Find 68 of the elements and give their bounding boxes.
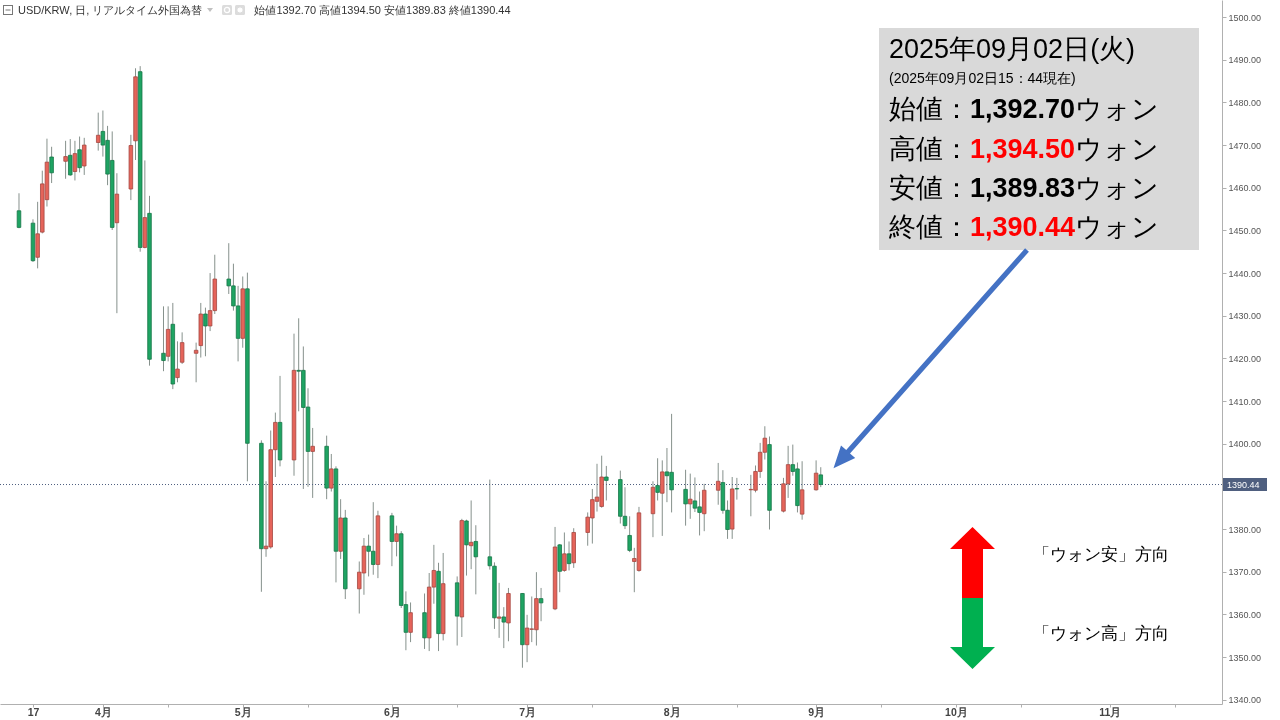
- y-tick-label: 1400.00: [1228, 439, 1262, 450]
- candlestick: [562, 531, 567, 573]
- y-tick-label: 1480.00: [1228, 97, 1262, 108]
- annotation: 高値：1,394.50ウォン: [889, 134, 1160, 164]
- ref-line-label: 1390.44: [1227, 479, 1260, 490]
- candlestick: [496, 582, 502, 639]
- candlestick: [683, 469, 688, 527]
- x-tick-label: 9月: [808, 705, 826, 718]
- candlestick: [627, 515, 632, 553]
- y-tick-label: 1350.00: [1228, 652, 1262, 663]
- candlestick: [63, 140, 68, 180]
- x-tick-label: 4月: [94, 705, 112, 718]
- x-tick-label: 8月: [663, 705, 681, 718]
- y-tick-label: 1430.00: [1228, 311, 1262, 322]
- x-tick-label: 7月: [519, 705, 537, 718]
- annotation: 終値：1,390.44ウォン: [889, 212, 1160, 242]
- candlestick: [175, 340, 180, 383]
- y-tick-label: 1490.00: [1228, 55, 1262, 66]
- y-tick-label: 1410.00: [1228, 396, 1262, 407]
- y-tick-label: 1340.00: [1228, 695, 1262, 706]
- candlestick: [16, 192, 22, 229]
- candlestick: [203, 307, 208, 357]
- chart-subtitle: 始値1392.70 高値1394.50 安値1389.83 終値1390.44: [254, 2, 511, 18]
- y-tick-label: 1420.00: [1228, 353, 1262, 364]
- y-tick-label: 1360.00: [1228, 609, 1262, 620]
- candlestick: [161, 305, 166, 372]
- candlestick: [329, 453, 334, 493]
- y-tick-label: 1460.00: [1228, 183, 1262, 194]
- annotation: 始値：1,392.70ウォン: [889, 94, 1160, 124]
- y-tick-label: 1450.00: [1228, 225, 1262, 236]
- candlestick: [82, 137, 87, 176]
- candlestick: [734, 477, 740, 501]
- x-tick-label: 11月: [1099, 705, 1122, 718]
- candlestick: [664, 447, 670, 503]
- x-tick-label: 5月: [234, 705, 252, 718]
- x-tick-label: 10月: [945, 705, 968, 718]
- annotation: (2025年09月02日15：44現在): [889, 70, 1076, 87]
- annotation: 「ウォン安」方向: [1033, 545, 1169, 566]
- candlestick: [408, 601, 413, 643]
- candlestick: [566, 540, 572, 571]
- annotation: 2025年09月02日(火): [889, 33, 1136, 66]
- candlestick: [604, 465, 609, 501]
- candlestick: [688, 473, 693, 520]
- x-tick-label: 6月: [383, 705, 401, 718]
- candlestick: [72, 140, 78, 181]
- chart-title: USD/KRW, 日, リアルタイム外国為替: [18, 2, 203, 18]
- candlestick: [68, 138, 73, 177]
- candlestick: [702, 483, 707, 532]
- candlestick: [748, 474, 754, 517]
- y-tick-label: 1370.00: [1228, 567, 1262, 578]
- y-tick-label: 1500.00: [1228, 12, 1262, 23]
- y-tick-label: 1470.00: [1228, 140, 1262, 151]
- candlestick: [179, 331, 185, 365]
- candlestick: [818, 466, 823, 488]
- candlestick: [394, 525, 399, 557]
- candlestick: [538, 587, 544, 622]
- candlestick: [310, 427, 315, 499]
- y-tick-label: 1440.00: [1228, 268, 1262, 279]
- candlestick: [96, 112, 101, 152]
- annotation: 安値：1,389.83ウォン: [889, 173, 1160, 203]
- candlestick: [487, 479, 492, 571]
- candlestick: [366, 534, 371, 577]
- annotation: 「ウォン高」方向: [1033, 624, 1169, 645]
- candlestick: [35, 201, 40, 269]
- candlestick: [464, 519, 469, 577]
- x-tick-label: 17: [27, 705, 40, 718]
- y-tick-label: 1380.00: [1228, 524, 1262, 535]
- candlestick: [813, 459, 819, 492]
